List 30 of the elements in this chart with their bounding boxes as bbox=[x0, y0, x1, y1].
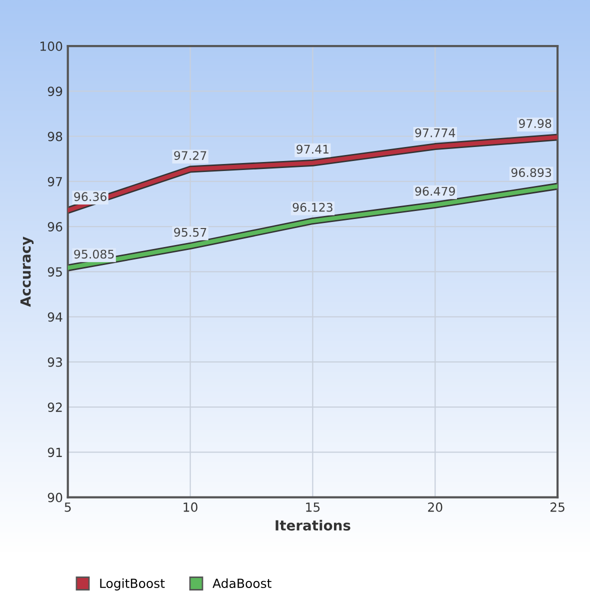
y-tick-label: 93 bbox=[48, 357, 62, 367]
y-axis-title: Accuracy bbox=[20, 236, 34, 307]
y-tick-label: 95 bbox=[48, 267, 62, 277]
y-tick-label: 92 bbox=[48, 402, 62, 412]
data-label: 96.123 bbox=[292, 202, 332, 212]
x-tick-label: 20 bbox=[428, 502, 442, 512]
y-tick-label: 96 bbox=[48, 222, 62, 232]
data-label: 96.893 bbox=[511, 168, 552, 178]
legend-label: LogitBoost bbox=[100, 578, 165, 590]
data-label: 96.36 bbox=[74, 192, 106, 202]
y-tick-label: 98 bbox=[48, 132, 62, 142]
legend-label: AdaBoost bbox=[212, 578, 272, 588]
data-label: 97.98 bbox=[518, 119, 552, 128]
y-tick-label: 94 bbox=[48, 312, 62, 322]
y-tick-label: 90 bbox=[48, 492, 62, 502]
y-tick-label: 97 bbox=[48, 176, 62, 186]
x-axis-title: Iterations bbox=[276, 520, 350, 531]
x-tick-label: 10 bbox=[184, 502, 198, 512]
x-tick-label: 15 bbox=[306, 502, 320, 512]
data-label: 95.085 bbox=[74, 250, 114, 259]
y-tick-label: 91 bbox=[48, 448, 62, 458]
data-label: 97.41 bbox=[296, 144, 329, 154]
x-tick-label: 25 bbox=[550, 502, 564, 512]
x-tick-label: 5 bbox=[64, 502, 71, 512]
y-tick-label: 100 bbox=[40, 42, 62, 51]
data-label: 97.774 bbox=[415, 128, 456, 138]
data-label: 96.479 bbox=[415, 186, 455, 196]
data-label: 97.27 bbox=[174, 151, 206, 160]
data-label: 95.57 bbox=[174, 228, 206, 237]
y-tick-label: 99 bbox=[48, 86, 62, 96]
